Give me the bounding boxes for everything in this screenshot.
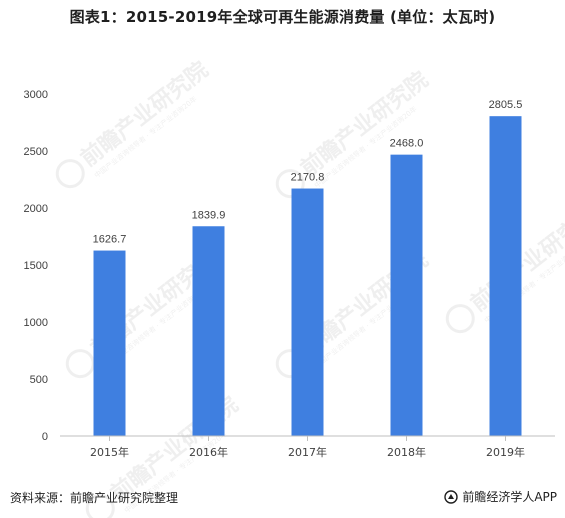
source-note: 资料来源：前瞻产业研究院整理 [10,491,179,505]
y-tick-label: 1500 [24,260,48,272]
watermark-logo-icon [85,494,115,518]
x-tick-label: 2018年 [387,445,426,459]
y-tick-label: 2000 [24,203,48,215]
y-axis: 0 500 1000 1500 2000 2500 3000 [24,89,48,443]
bar [291,188,324,436]
data-label: 2170.8 [291,172,325,184]
brand-credit: 前瞻经济学人APP [444,488,557,505]
bar [93,250,126,436]
y-tick-label: 3000 [24,89,48,101]
data-label: 1839.9 [192,209,226,221]
x-axis: 2015年 2016年 2017年 2018年 2019年 [90,436,525,459]
bar [390,154,423,436]
y-tick-label: 500 [30,374,48,386]
watermark-logo-icon [445,304,475,334]
x-tick-label: 2016年 [189,445,228,459]
bars-layer [93,116,522,436]
brand-logo-icon [444,489,459,504]
bar [192,226,225,436]
x-tick-label: 2015年 [90,445,129,459]
bar [489,116,522,436]
watermark-logo-icon [55,159,85,189]
chart-title: 图表1：2015-2019年全球可再生能源消费量 (单位：太瓦时) [69,8,496,26]
data-label: 1626.7 [93,234,127,246]
watermark-text: 前瞻产业研究院 [76,57,213,172]
y-tick-label: 1000 [24,317,48,329]
value-labels-layer: 1626.7 1839.9 2170.8 2468.0 2805.5 [93,99,523,245]
brand-text: 前瞻经济学人APP [462,490,557,504]
data-label: 2468.0 [390,138,424,150]
data-label: 2805.5 [489,99,523,111]
x-tick-label: 2017年 [288,445,327,459]
y-tick-label: 0 [42,431,48,443]
y-tick-label: 2500 [24,146,48,158]
x-tick-label: 2019年 [486,445,525,459]
watermark-logo-icon [65,349,95,379]
